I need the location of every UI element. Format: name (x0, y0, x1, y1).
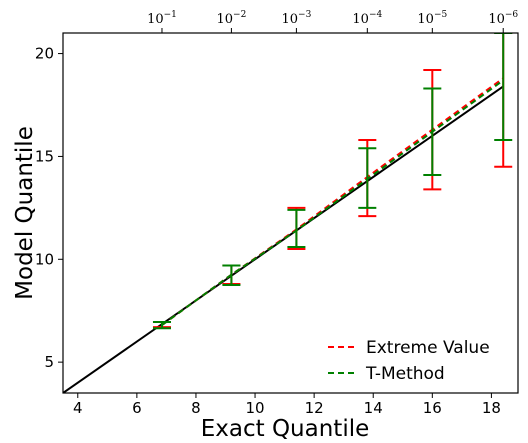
x-tick-label: 12 (305, 399, 324, 417)
top-tick-exponent: −3 (298, 10, 312, 20)
x-tick-label: 4 (73, 399, 83, 417)
top-tick-label: 10−4 (352, 10, 382, 27)
error-bar (494, 33, 513, 141)
top-tick-label: 10−6 (488, 10, 518, 27)
legend-entry: T-Method (328, 364, 445, 384)
y-axis-title: Model Quantile (12, 126, 38, 300)
x-tick-label: 10 (245, 399, 264, 417)
y-tick-label: 5 (44, 353, 54, 371)
series-2 (152, 33, 513, 330)
top-tick-base: 10 (417, 12, 434, 27)
legend-label: T-Method (365, 364, 445, 384)
reference-line (63, 85, 504, 393)
top-tick-base: 10 (281, 12, 298, 27)
y-tick-label: 15 (35, 147, 54, 165)
x-tick-label: 6 (132, 399, 142, 417)
y-tick-label: 10 (35, 250, 54, 268)
top-tick-base: 10 (488, 12, 505, 27)
top-tick-base: 10 (147, 12, 164, 27)
y-tick-label: 20 (35, 45, 54, 63)
top-tick-exponent: −4 (369, 10, 383, 20)
top-tick-exponent: −1 (164, 10, 177, 20)
top-tick-label: 10−3 (281, 10, 311, 27)
top-tick-label: 10−2 (216, 10, 246, 27)
top-tick-label: 10−1 (147, 10, 177, 27)
plot-content (63, 33, 513, 393)
legend-entry: Extreme Value (328, 338, 490, 358)
plot-frame (62, 32, 519, 394)
top-tick-base: 10 (352, 12, 369, 27)
x-tick-label: 18 (482, 399, 501, 417)
legend: Extreme Value T-Method (328, 338, 490, 384)
legend-label: Extreme Value (366, 338, 490, 358)
top-tick-exponent: −2 (233, 10, 246, 20)
error-bar (287, 208, 306, 248)
top-tick-label: 10−5 (417, 10, 447, 27)
top-tick-exponent: −6 (505, 10, 519, 20)
top-tick-base: 10 (216, 12, 233, 27)
x-axis-title: Exact Quantile (201, 416, 370, 442)
x-tick-label: 8 (191, 399, 201, 417)
x-tick-label: 14 (364, 399, 383, 417)
x-tick-label: 16 (423, 399, 442, 417)
series-line (161, 79, 504, 326)
top-tick-exponent: −5 (434, 10, 448, 20)
